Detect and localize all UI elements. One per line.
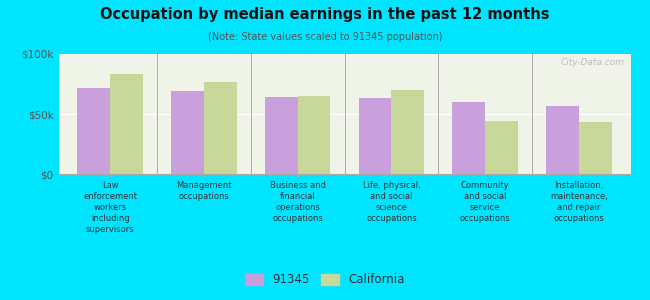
Bar	[579, 122, 612, 174]
Bar	[298, 96, 330, 174]
Text: Occupation by median earnings in the past 12 months: Occupation by median earnings in the pas…	[100, 8, 550, 22]
Text: (Note: State values scaled to 91345 population): (Note: State values scaled to 91345 popu…	[208, 32, 442, 41]
Text: City-Data.com: City-Data.com	[561, 58, 625, 67]
Bar	[171, 91, 204, 174]
Bar	[110, 74, 143, 174]
Bar	[77, 88, 110, 174]
Bar	[359, 98, 391, 174]
Bar	[546, 106, 579, 174]
Bar	[204, 82, 237, 174]
Bar	[485, 121, 518, 174]
Bar	[452, 102, 485, 174]
Legend: 91345, California: 91345, California	[240, 269, 410, 291]
Bar	[391, 90, 424, 174]
Bar	[265, 97, 298, 174]
